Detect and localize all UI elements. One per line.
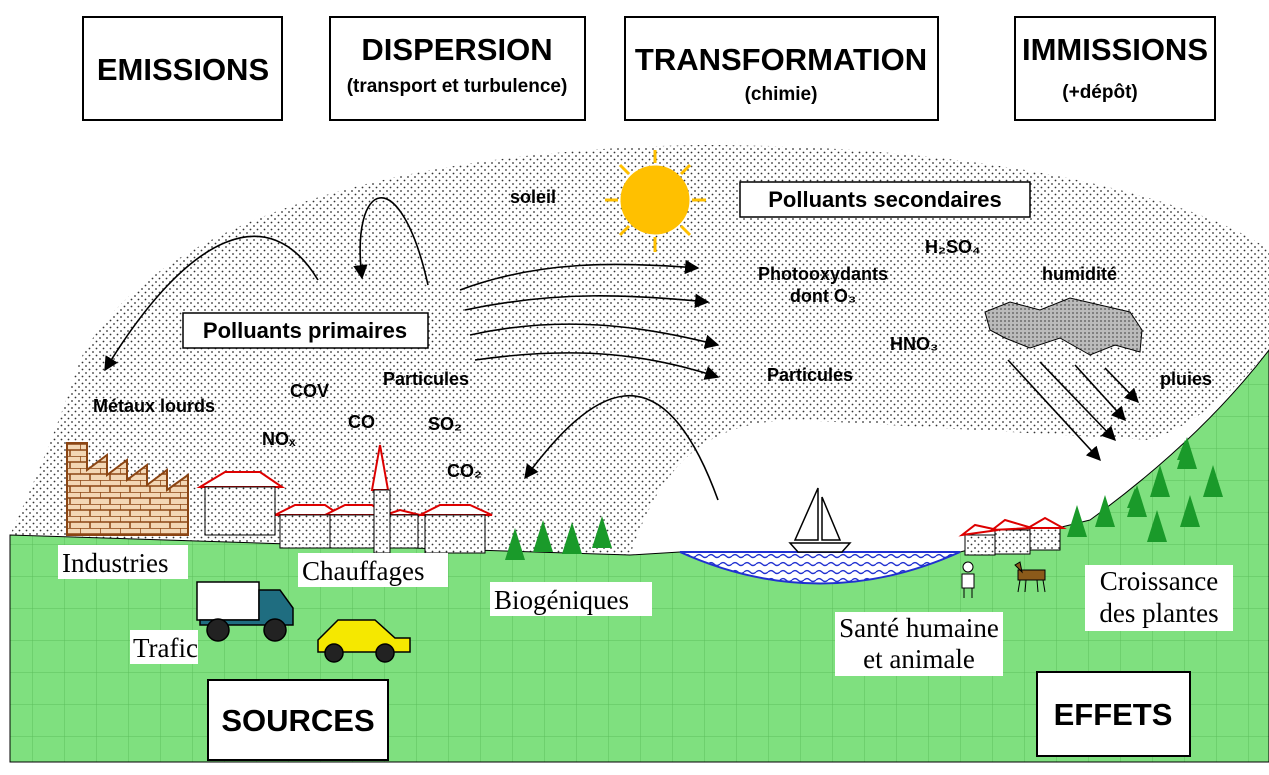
lake [679, 551, 961, 585]
effect-label: Croissance [1100, 566, 1218, 596]
primary-title: Polluants primaires [203, 318, 407, 343]
effect-label: Santé humaine [839, 613, 999, 643]
box-subtitle: (transport et turbulence) [347, 76, 568, 97]
box-title: TRANSFORMATION [635, 42, 927, 77]
source-label: Industries [62, 548, 168, 578]
pollutant: CO [348, 412, 375, 432]
pollutant: Photooxydants [758, 264, 888, 284]
rain [1007, 359, 1140, 462]
source-label: Trafic [133, 633, 198, 663]
boat [788, 487, 852, 553]
box-subtitle: (+dépôt) [1062, 82, 1137, 103]
secondary-title: Polluants secondaires [768, 187, 1002, 212]
effect-label: et animale [863, 644, 975, 674]
label-bgs [58, 545, 1233, 676]
source-label: Chauffages [302, 556, 424, 586]
label-box [182, 312, 429, 349]
humidity: humidité [1042, 264, 1117, 284]
box-title: DISPERSION [361, 32, 552, 67]
cloud [984, 297, 1143, 356]
rain-label: pluies [1160, 369, 1212, 389]
truck [196, 581, 294, 642]
sun [605, 150, 706, 252]
effect-label: des plantes [1099, 598, 1218, 628]
pollutant: H₂SO₄ [925, 237, 981, 257]
person [961, 561, 975, 598]
box-subtitle: (chimie) [745, 84, 818, 105]
label-box [739, 181, 1031, 218]
houses [196, 444, 1067, 556]
effects-title: EFFETS [1054, 697, 1173, 732]
pollutant: HNO₃ [890, 334, 938, 354]
car [317, 619, 411, 663]
sources-box [207, 679, 389, 761]
box-title: EMISSIONS [97, 52, 269, 87]
box-title: IMMISSIONS [1022, 32, 1208, 67]
trees [505, 437, 1223, 560]
pollutant: NOₓ [262, 429, 296, 449]
pollutant: SO₂ [428, 414, 462, 434]
sun-label: soleil [510, 187, 556, 207]
source-label: Biogéniques [494, 585, 629, 615]
animal [1014, 561, 1046, 593]
pollutant: CO₂ [447, 461, 482, 481]
sources-title: SOURCES [221, 703, 374, 738]
sky [10, 145, 1269, 555]
factory [66, 442, 189, 536]
pollutant: Particules [383, 369, 469, 389]
pollutant: Métaux lourds [93, 396, 215, 416]
arrows [104, 197, 720, 501]
pollutant: COV [290, 381, 329, 401]
pollutant: Particules [767, 365, 853, 385]
effects-box [1036, 671, 1191, 757]
header [82, 16, 1216, 121]
pollutant: dont O₃ [790, 286, 856, 306]
